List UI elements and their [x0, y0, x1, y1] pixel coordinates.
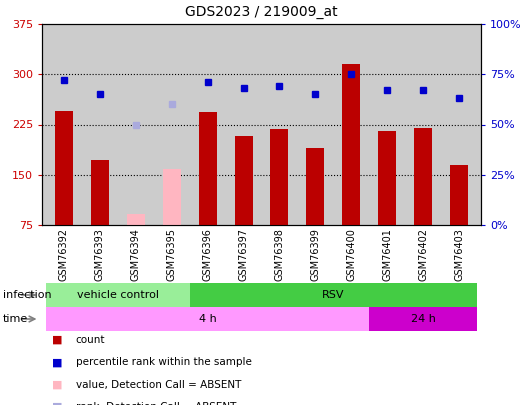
Bar — [90, 160, 109, 225]
Text: ■: ■ — [52, 379, 63, 390]
Bar — [306, 148, 324, 225]
Bar — [163, 169, 180, 225]
Text: ■: ■ — [52, 357, 63, 367]
Text: percentile rank within the sample: percentile rank within the sample — [76, 357, 252, 367]
Text: ■: ■ — [52, 335, 63, 345]
Text: 24 h: 24 h — [411, 314, 436, 324]
Bar — [270, 129, 289, 225]
Bar — [54, 111, 73, 225]
Text: time: time — [3, 314, 28, 324]
Text: RSV: RSV — [322, 290, 345, 300]
Text: ■: ■ — [52, 402, 63, 405]
Bar — [127, 213, 144, 225]
Bar — [450, 165, 469, 225]
Text: value, Detection Call = ABSENT: value, Detection Call = ABSENT — [76, 379, 241, 390]
Bar — [46, 307, 369, 331]
Bar — [379, 131, 396, 225]
Bar — [234, 136, 253, 225]
Bar — [46, 283, 189, 307]
Bar — [369, 307, 477, 331]
Text: count: count — [76, 335, 105, 345]
Bar — [343, 64, 360, 225]
Text: GDS2023 / 219009_at: GDS2023 / 219009_at — [185, 5, 338, 19]
Bar — [199, 112, 217, 225]
Bar — [414, 128, 433, 225]
Text: vehicle control: vehicle control — [76, 290, 158, 300]
Text: 4 h: 4 h — [199, 314, 217, 324]
Bar — [189, 283, 477, 307]
Text: infection: infection — [3, 290, 51, 300]
Text: rank, Detection Call = ABSENT: rank, Detection Call = ABSENT — [76, 402, 236, 405]
